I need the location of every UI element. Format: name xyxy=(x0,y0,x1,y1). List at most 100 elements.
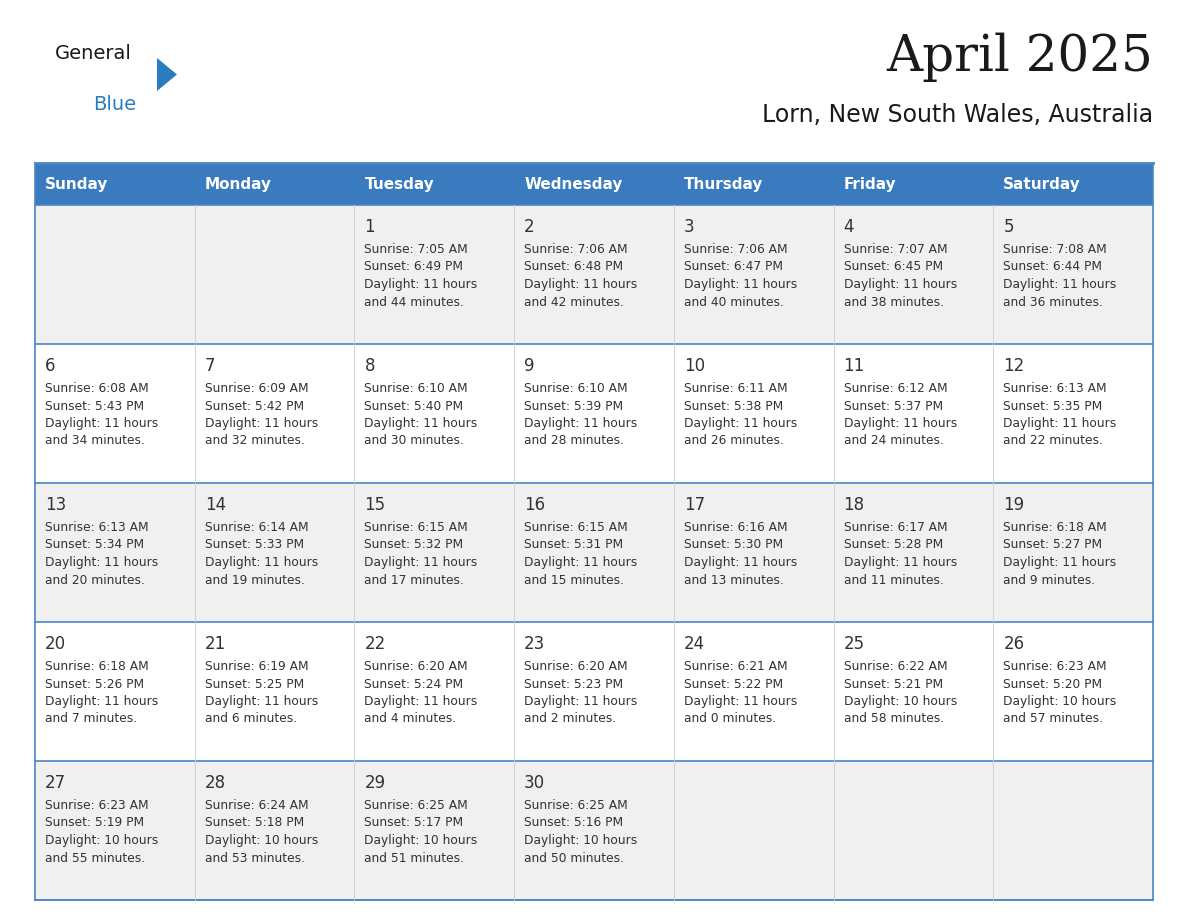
Text: Daylight: 11 hours: Daylight: 11 hours xyxy=(524,556,638,569)
Text: Daylight: 11 hours: Daylight: 11 hours xyxy=(45,417,158,430)
Text: and 4 minutes.: and 4 minutes. xyxy=(365,712,456,725)
Text: Sunrise: 6:08 AM: Sunrise: 6:08 AM xyxy=(45,382,148,395)
Text: Daylight: 11 hours: Daylight: 11 hours xyxy=(524,417,638,430)
Text: Sunrise: 6:11 AM: Sunrise: 6:11 AM xyxy=(684,382,788,395)
Text: Sunrise: 7:06 AM: Sunrise: 7:06 AM xyxy=(524,243,627,256)
Bar xyxy=(34,483,1154,622)
Text: Daylight: 11 hours: Daylight: 11 hours xyxy=(204,695,318,708)
Text: Daylight: 11 hours: Daylight: 11 hours xyxy=(365,417,478,430)
Text: Sunday: Sunday xyxy=(45,176,108,192)
Text: 16: 16 xyxy=(524,496,545,514)
Text: 14: 14 xyxy=(204,496,226,514)
Text: Sunset: 5:16 PM: Sunset: 5:16 PM xyxy=(524,816,624,830)
Text: Daylight: 10 hours: Daylight: 10 hours xyxy=(524,834,638,847)
Text: Sunrise: 6:21 AM: Sunrise: 6:21 AM xyxy=(684,660,788,673)
Text: Sunset: 5:17 PM: Sunset: 5:17 PM xyxy=(365,816,463,830)
Text: 28: 28 xyxy=(204,774,226,792)
Text: Sunset: 5:43 PM: Sunset: 5:43 PM xyxy=(45,399,144,412)
Text: Sunset: 5:23 PM: Sunset: 5:23 PM xyxy=(524,677,624,690)
Text: Sunrise: 6:23 AM: Sunrise: 6:23 AM xyxy=(45,799,148,812)
Text: Daylight: 11 hours: Daylight: 11 hours xyxy=(204,417,318,430)
Text: 8: 8 xyxy=(365,357,375,375)
Text: Thursday: Thursday xyxy=(684,176,763,192)
Text: 23: 23 xyxy=(524,635,545,653)
Text: and 15 minutes.: and 15 minutes. xyxy=(524,574,624,587)
Text: Sunset: 5:38 PM: Sunset: 5:38 PM xyxy=(684,399,783,412)
Text: and 40 minutes.: and 40 minutes. xyxy=(684,296,784,308)
Text: Sunrise: 6:14 AM: Sunrise: 6:14 AM xyxy=(204,521,309,534)
Text: Sunset: 5:34 PM: Sunset: 5:34 PM xyxy=(45,539,144,552)
Bar xyxy=(34,163,1154,205)
Text: Sunrise: 7:08 AM: Sunrise: 7:08 AM xyxy=(1004,243,1107,256)
Text: Sunset: 6:47 PM: Sunset: 6:47 PM xyxy=(684,261,783,274)
Text: and 20 minutes.: and 20 minutes. xyxy=(45,574,145,587)
Text: 5: 5 xyxy=(1004,218,1013,236)
Text: and 58 minutes.: and 58 minutes. xyxy=(843,712,943,725)
Text: and 2 minutes.: and 2 minutes. xyxy=(524,712,617,725)
Text: Sunset: 5:39 PM: Sunset: 5:39 PM xyxy=(524,399,624,412)
Text: Sunset: 5:18 PM: Sunset: 5:18 PM xyxy=(204,816,304,830)
Text: Sunset: 5:22 PM: Sunset: 5:22 PM xyxy=(684,677,783,690)
Text: and 55 minutes.: and 55 minutes. xyxy=(45,852,145,865)
Text: Wednesday: Wednesday xyxy=(524,176,623,192)
Text: General: General xyxy=(55,44,132,63)
Text: 6: 6 xyxy=(45,357,56,375)
Text: Sunset: 5:24 PM: Sunset: 5:24 PM xyxy=(365,677,463,690)
Text: Sunset: 5:20 PM: Sunset: 5:20 PM xyxy=(1004,677,1102,690)
Text: Sunrise: 6:09 AM: Sunrise: 6:09 AM xyxy=(204,382,309,395)
Text: Daylight: 10 hours: Daylight: 10 hours xyxy=(1004,695,1117,708)
Text: Daylight: 11 hours: Daylight: 11 hours xyxy=(843,417,956,430)
Text: Sunset: 5:30 PM: Sunset: 5:30 PM xyxy=(684,539,783,552)
Text: and 26 minutes.: and 26 minutes. xyxy=(684,434,784,447)
Text: and 13 minutes.: and 13 minutes. xyxy=(684,574,784,587)
Text: 15: 15 xyxy=(365,496,386,514)
Text: 27: 27 xyxy=(45,774,67,792)
Text: Sunrise: 6:13 AM: Sunrise: 6:13 AM xyxy=(1004,382,1107,395)
Text: and 44 minutes.: and 44 minutes. xyxy=(365,296,465,308)
Text: Sunrise: 6:13 AM: Sunrise: 6:13 AM xyxy=(45,521,148,534)
Text: and 50 minutes.: and 50 minutes. xyxy=(524,852,624,865)
Text: 4: 4 xyxy=(843,218,854,236)
Text: Daylight: 10 hours: Daylight: 10 hours xyxy=(45,834,158,847)
Text: Daylight: 11 hours: Daylight: 11 hours xyxy=(204,556,318,569)
Text: Daylight: 11 hours: Daylight: 11 hours xyxy=(684,556,797,569)
Text: Daylight: 11 hours: Daylight: 11 hours xyxy=(1004,556,1117,569)
Text: Sunset: 5:35 PM: Sunset: 5:35 PM xyxy=(1004,399,1102,412)
Text: and 24 minutes.: and 24 minutes. xyxy=(843,434,943,447)
Text: 25: 25 xyxy=(843,635,865,653)
Text: Sunset: 6:48 PM: Sunset: 6:48 PM xyxy=(524,261,624,274)
Text: Sunset: 5:27 PM: Sunset: 5:27 PM xyxy=(1004,539,1102,552)
Text: Sunset: 5:33 PM: Sunset: 5:33 PM xyxy=(204,539,304,552)
Text: Sunrise: 6:19 AM: Sunrise: 6:19 AM xyxy=(204,660,309,673)
Text: Blue: Blue xyxy=(93,95,137,114)
Text: Sunset: 6:45 PM: Sunset: 6:45 PM xyxy=(843,261,943,274)
Text: Tuesday: Tuesday xyxy=(365,176,434,192)
Text: Friday: Friday xyxy=(843,176,896,192)
Text: Daylight: 11 hours: Daylight: 11 hours xyxy=(524,695,638,708)
Text: and 34 minutes.: and 34 minutes. xyxy=(45,434,145,447)
Text: Sunset: 6:49 PM: Sunset: 6:49 PM xyxy=(365,261,463,274)
Text: and 30 minutes.: and 30 minutes. xyxy=(365,434,465,447)
Text: Sunset: 5:21 PM: Sunset: 5:21 PM xyxy=(843,677,943,690)
Text: and 42 minutes.: and 42 minutes. xyxy=(524,296,624,308)
Text: 12: 12 xyxy=(1004,357,1024,375)
Text: 19: 19 xyxy=(1004,496,1024,514)
Text: and 28 minutes.: and 28 minutes. xyxy=(524,434,624,447)
Bar xyxy=(34,761,1154,900)
Text: Sunrise: 6:20 AM: Sunrise: 6:20 AM xyxy=(524,660,627,673)
Text: and 11 minutes.: and 11 minutes. xyxy=(843,574,943,587)
Text: Sunrise: 6:25 AM: Sunrise: 6:25 AM xyxy=(365,799,468,812)
Text: and 53 minutes.: and 53 minutes. xyxy=(204,852,304,865)
Text: Sunrise: 6:12 AM: Sunrise: 6:12 AM xyxy=(843,382,947,395)
Text: Daylight: 11 hours: Daylight: 11 hours xyxy=(684,417,797,430)
Text: and 57 minutes.: and 57 minutes. xyxy=(1004,712,1104,725)
Text: 22: 22 xyxy=(365,635,386,653)
Text: Sunrise: 6:23 AM: Sunrise: 6:23 AM xyxy=(1004,660,1107,673)
Text: and 32 minutes.: and 32 minutes. xyxy=(204,434,304,447)
Text: Sunrise: 6:15 AM: Sunrise: 6:15 AM xyxy=(365,521,468,534)
Text: 20: 20 xyxy=(45,635,67,653)
Text: Daylight: 11 hours: Daylight: 11 hours xyxy=(1004,278,1117,291)
Text: Sunrise: 6:10 AM: Sunrise: 6:10 AM xyxy=(524,382,627,395)
Text: Sunset: 5:28 PM: Sunset: 5:28 PM xyxy=(843,539,943,552)
Text: and 0 minutes.: and 0 minutes. xyxy=(684,712,776,725)
